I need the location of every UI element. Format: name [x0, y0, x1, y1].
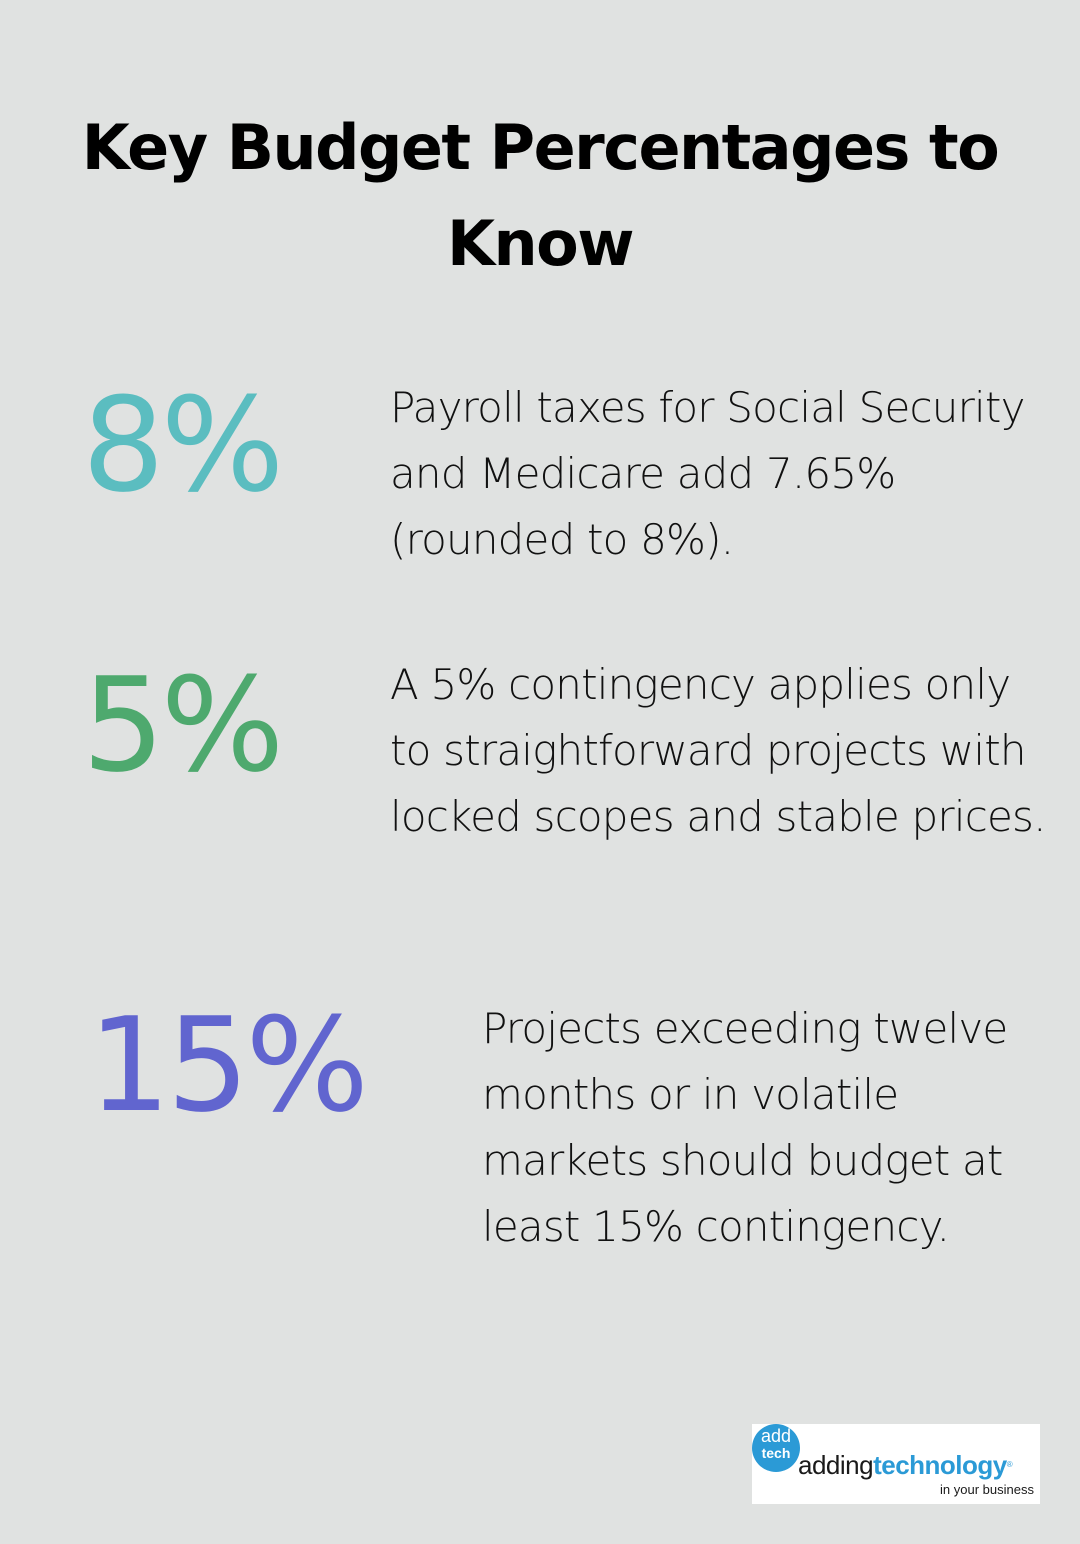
- logo-tagline: in your business: [940, 1482, 1034, 1497]
- logo-word-adding: adding: [798, 1450, 874, 1480]
- stat-value-payroll-taxes: 8%: [82, 369, 284, 521]
- page-title-line-2: Know: [446, 207, 635, 280]
- stat-description-long-project-contingency: Projects exceeding twelve months or in v…: [482, 1004, 1008, 1251]
- logo-wordmark: addingtechnology®: [798, 1450, 1013, 1480]
- adding-technology-logo: add tech addingtechnology® in your busin…: [752, 1424, 1040, 1504]
- stat-value-simple-contingency: 5%: [82, 649, 284, 801]
- addtech-circle-icon: add tech: [752, 1424, 800, 1472]
- registered-mark-icon: ®: [1006, 1460, 1013, 1469]
- logo-circle-bottom-text: tech: [761, 1445, 791, 1461]
- logo-circle-top-text: add: [760, 1426, 792, 1446]
- logo-word-technology: technology: [873, 1450, 1007, 1480]
- page-title: Key Budget Percentages to Know: [0, 100, 1080, 292]
- page-title-line-1: Key Budget Percentages to: [81, 111, 1000, 184]
- stat-value-long-project-contingency: 15%: [88, 989, 369, 1141]
- stat-description-simple-contingency: A 5% contingency applies only to straigh…: [390, 660, 1046, 841]
- stat-description-payroll-taxes: Payroll taxes for Social Security and Me…: [390, 383, 1025, 564]
